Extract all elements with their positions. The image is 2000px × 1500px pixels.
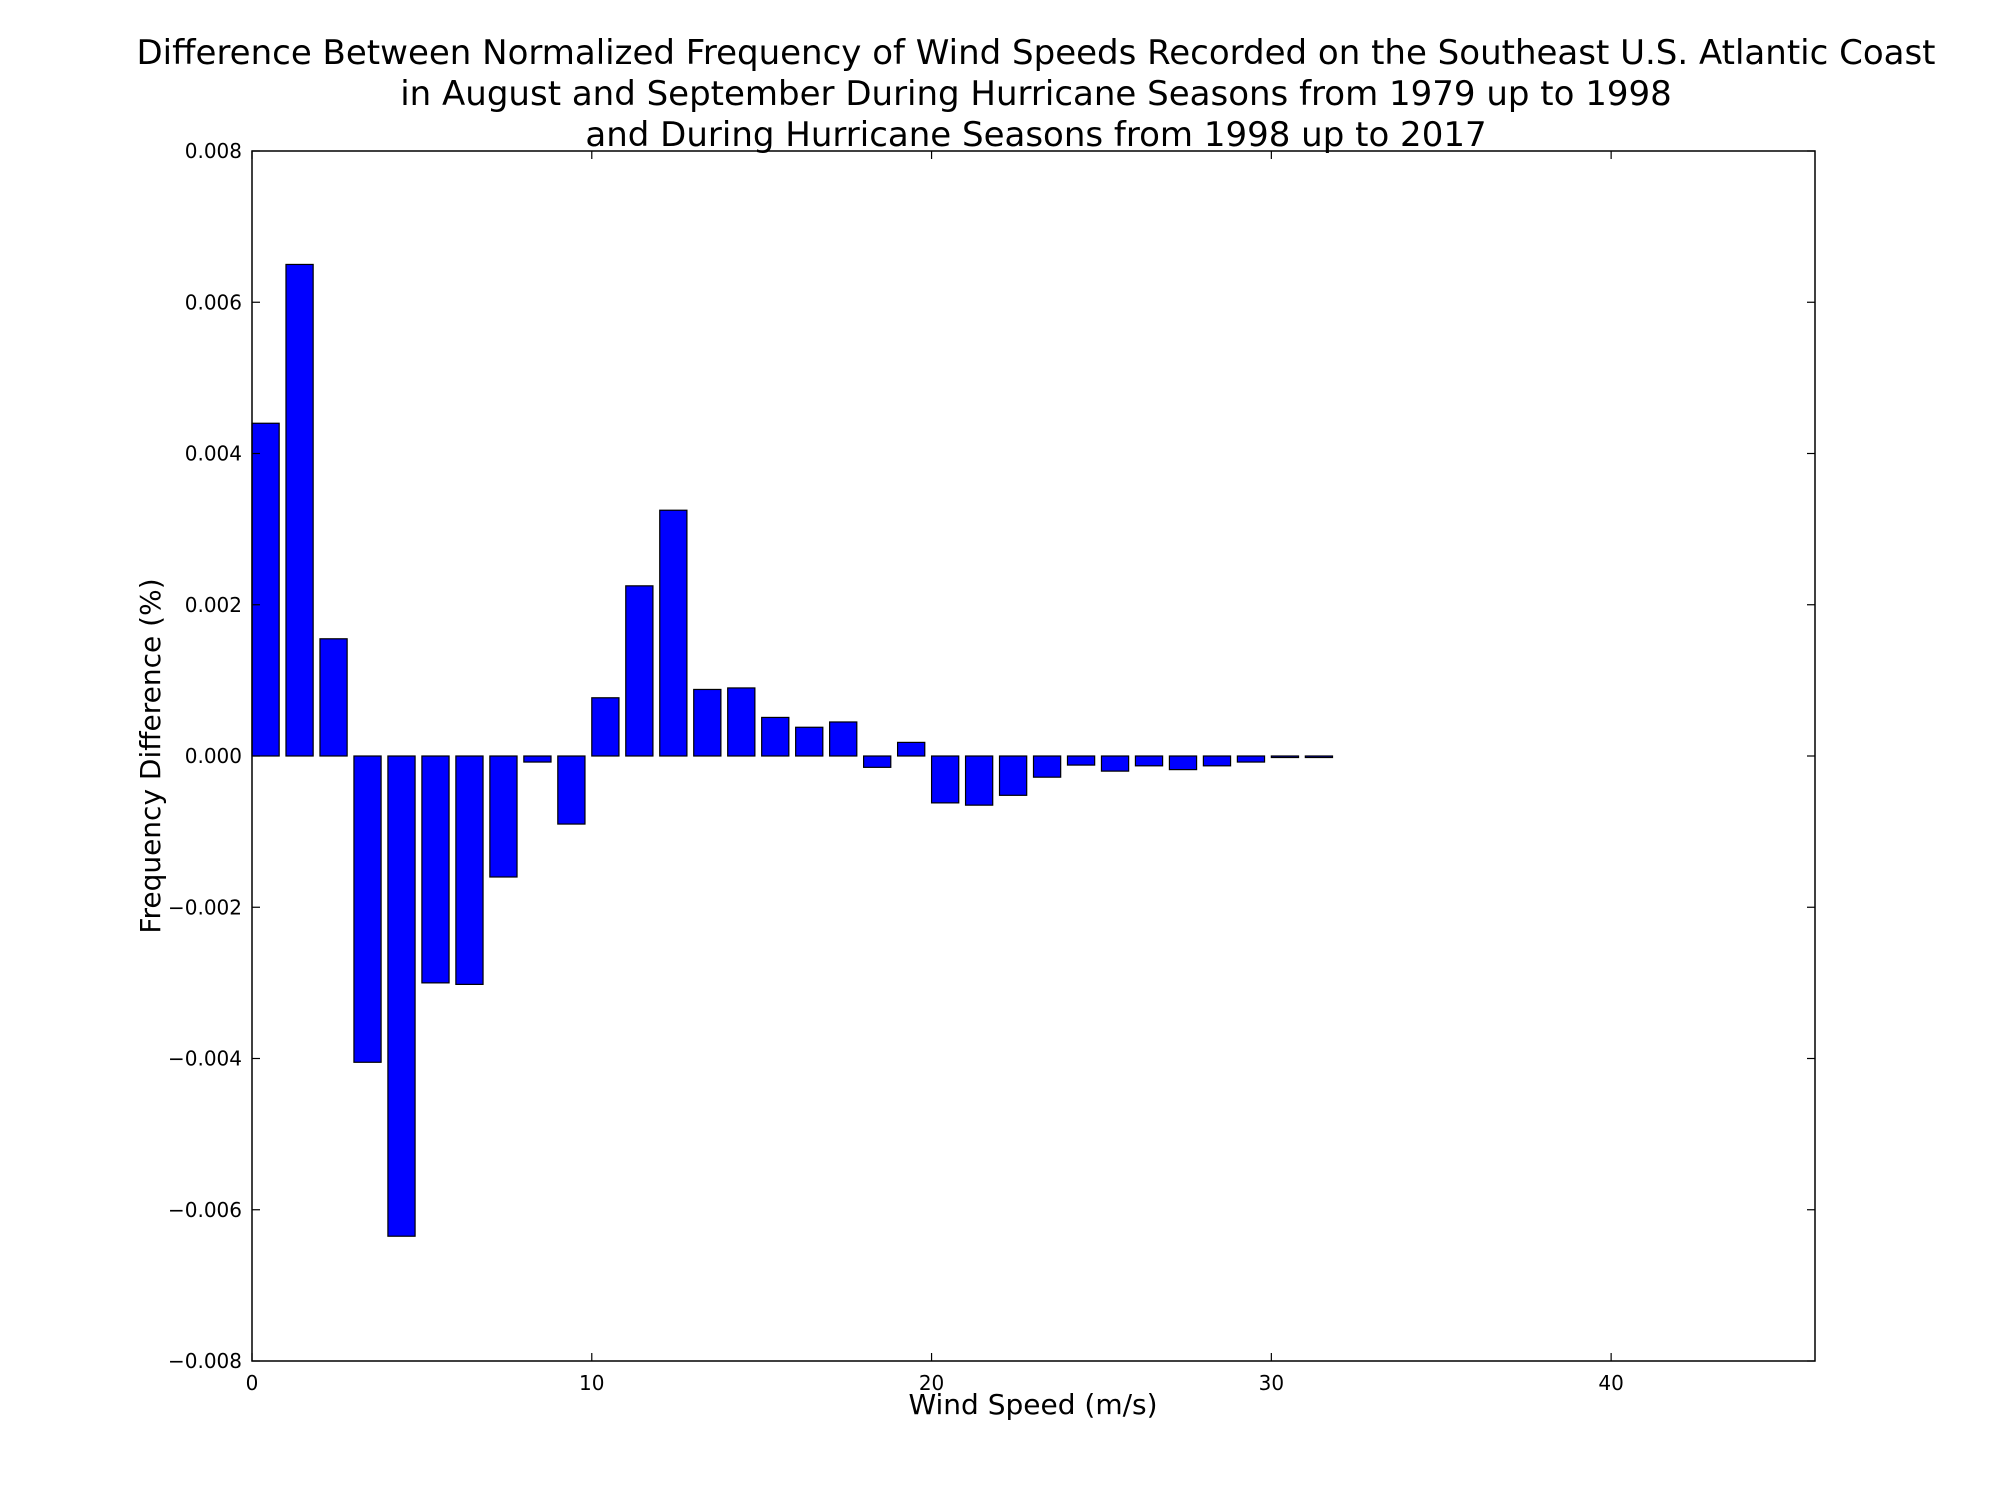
- bar-9: [557, 755, 586, 825]
- bar-14: [727, 687, 756, 757]
- bar-26: [1134, 755, 1164, 767]
- chart-title-line-2: in August and September During Hurricane…: [400, 74, 1672, 114]
- bar-15: [761, 716, 790, 757]
- y-tick-label: 0.008: [185, 139, 242, 163]
- x-tick-label: 40: [1598, 1371, 1623, 1395]
- y-axis-ticks: 0.008 0.006 0.004 0.002 0.000 −0.002 −0.004 −0.…: [168, 139, 1815, 1373]
- bar-4: [387, 755, 416, 1237]
- bar-12: [659, 509, 688, 757]
- y-tick-label: −0.006: [168, 1198, 242, 1222]
- bar-1: [285, 263, 314, 757]
- bar-0: [251, 422, 280, 757]
- y-tick-label: −0.002: [168, 895, 242, 919]
- bar-20: [930, 755, 960, 804]
- bar-3: [353, 755, 382, 1063]
- bar-16: [795, 726, 824, 757]
- y-tick-label: 0.000: [185, 744, 242, 768]
- bar-30: [1270, 755, 1300, 759]
- x-axis-ticks: 0 10 20 30 40: [246, 151, 1624, 1395]
- bar-11: [625, 585, 654, 757]
- bar-22: [998, 755, 1028, 796]
- chart-title-line-1: Difference Between Normalized Frequency …: [136, 33, 1935, 73]
- bar-29: [1236, 755, 1266, 763]
- bar-19: [896, 741, 926, 757]
- bar-21: [964, 755, 994, 806]
- bar-24: [1066, 755, 1096, 766]
- chart-title-line-3: and During Hurricane Seasons from 1998 u…: [585, 115, 1486, 155]
- y-tick-label: −0.008: [168, 1349, 242, 1373]
- bar-28: [1202, 755, 1232, 767]
- bar-31: [1304, 755, 1334, 759]
- bar-10: [591, 697, 620, 757]
- bar-13: [693, 688, 722, 757]
- bar-series: [251, 263, 1334, 1237]
- bar-7: [489, 755, 518, 878]
- y-tick-label: 0.002: [185, 593, 242, 617]
- bar-23: [1032, 755, 1062, 778]
- y-tick-label: 0.006: [185, 290, 242, 314]
- x-axis-label: Wind Speed (m/s): [908, 1388, 1157, 1421]
- bar-17: [829, 721, 858, 757]
- bar-8: [523, 755, 552, 763]
- y-axis-label: Frequency Difference (%): [134, 578, 167, 933]
- bar-18: [863, 755, 892, 768]
- x-tick-label: 30: [1259, 1371, 1284, 1395]
- bar-2: [319, 638, 348, 757]
- y-tick-label: −0.004: [168, 1047, 242, 1071]
- x-tick-label: 0: [246, 1371, 259, 1395]
- y-tick-label: 0.004: [185, 442, 242, 466]
- bar-25: [1100, 755, 1130, 772]
- chart-title: Difference Between Normalized Frequency …: [136, 33, 1935, 155]
- x-tick-label: 20: [919, 1371, 944, 1395]
- bar-5: [421, 755, 450, 984]
- bar-27: [1168, 755, 1198, 771]
- x-tick-label: 10: [579, 1371, 604, 1395]
- bar-6: [455, 755, 484, 985]
